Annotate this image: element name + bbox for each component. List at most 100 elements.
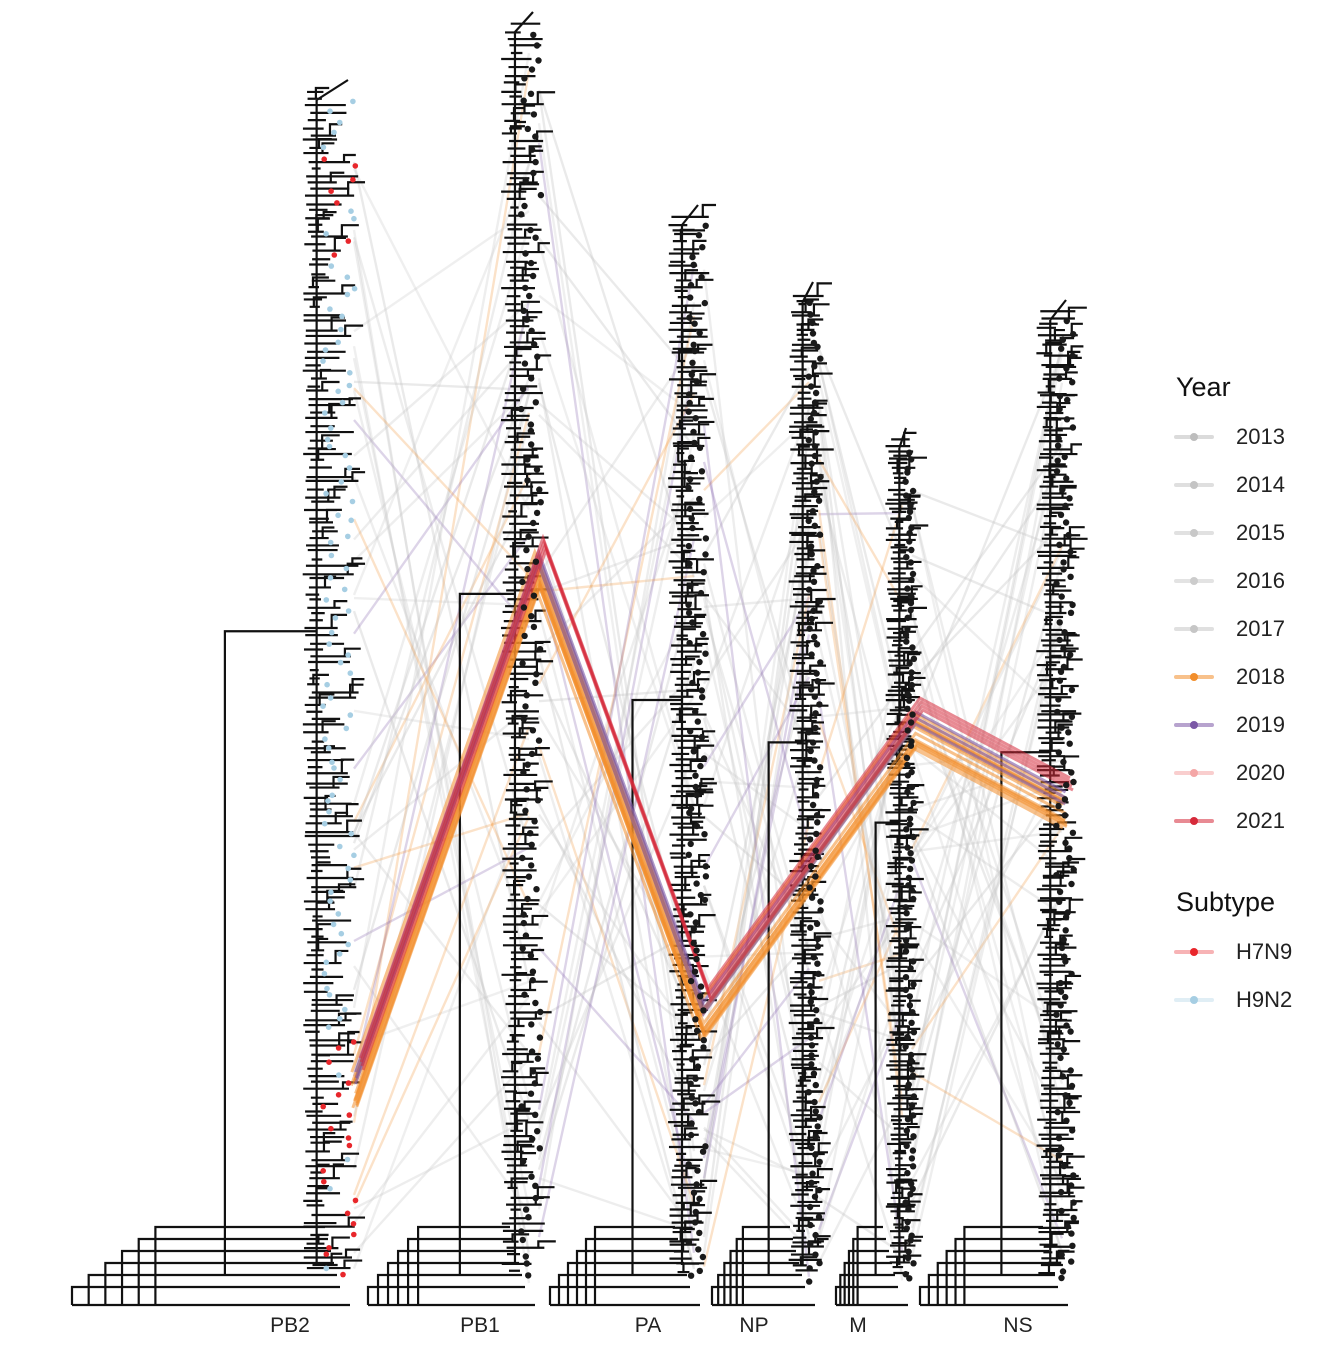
link-2016	[702, 359, 811, 777]
link-2017	[910, 447, 1064, 968]
tip-point	[352, 163, 359, 169]
tip-point	[697, 589, 705, 597]
tip-point	[1069, 829, 1077, 836]
tip-point	[690, 748, 697, 755]
tip-point	[522, 932, 530, 939]
tip-point	[693, 955, 700, 963]
tip-point	[328, 263, 335, 269]
tip-point	[527, 421, 535, 428]
tip-point	[809, 801, 817, 809]
tip-point	[1055, 1152, 1063, 1159]
link-2013	[911, 489, 1063, 550]
tip-point	[348, 517, 355, 524]
link-2016	[817, 896, 904, 1104]
tip-point	[699, 1253, 707, 1261]
tip-point	[1057, 979, 1064, 987]
tip-point	[909, 487, 917, 495]
tip-point	[322, 347, 329, 353]
tip-point	[345, 652, 351, 658]
tip-point	[817, 659, 824, 666]
year-legend-label: 2018	[1236, 664, 1285, 689]
tip-point	[347, 670, 354, 676]
link-2017	[352, 236, 531, 848]
link-2015	[910, 443, 1064, 1159]
link-2013	[911, 523, 1063, 682]
tip-point	[810, 578, 818, 585]
tip-point	[695, 1108, 703, 1116]
tip-point	[902, 948, 910, 955]
tip-point	[528, 146, 536, 153]
tip-point	[810, 607, 817, 614]
tip-point	[807, 543, 815, 550]
tip-point	[534, 797, 542, 804]
tip-point	[536, 1145, 543, 1152]
tip-point	[320, 144, 327, 151]
tip-point	[686, 314, 693, 321]
tip-point	[1060, 936, 1067, 943]
tip-point	[817, 898, 824, 905]
tip-point	[815, 497, 823, 504]
tip-point	[1060, 1162, 1068, 1170]
tip-point	[523, 786, 530, 793]
tip-point	[690, 939, 697, 947]
tip-point	[328, 552, 335, 559]
year-legend-item: 2015	[1172, 509, 1322, 557]
tip-point	[815, 970, 822, 977]
tip-point	[320, 358, 326, 364]
tip-point	[532, 158, 539, 166]
year-legend-label: 2020	[1236, 760, 1285, 785]
tip-point	[534, 353, 541, 360]
tip-point	[534, 1128, 541, 1135]
tip-point	[1056, 375, 1063, 382]
tip-point	[1054, 708, 1061, 716]
tip-point	[808, 651, 815, 658]
tip-point	[910, 833, 917, 841]
tip-point	[906, 697, 913, 704]
tip-point	[811, 399, 819, 406]
tip-point	[1063, 1117, 1070, 1124]
tip-point	[690, 341, 697, 348]
link-2013	[817, 406, 904, 1077]
tip-point	[688, 1056, 696, 1063]
tip-point	[702, 535, 710, 542]
tip-point	[524, 456, 531, 463]
tip-point	[904, 727, 911, 734]
tip-point	[527, 90, 535, 98]
tip-point	[1067, 651, 1074, 658]
tip-point	[528, 1048, 536, 1055]
tip-point	[529, 1068, 537, 1075]
tip-point	[907, 1237, 914, 1244]
tip-point	[521, 75, 528, 82]
year-legend: Year 2013 2014 2015 2016 2017 2018 2019 2020 202…	[1172, 372, 1322, 845]
tip-point	[702, 650, 709, 657]
segment-trees	[70, 11, 1088, 1307]
tip-point	[905, 1248, 912, 1255]
tip-point	[812, 1251, 819, 1258]
link-2014	[702, 885, 811, 1200]
tip-point	[329, 792, 336, 799]
link-2019	[537, 538, 696, 1238]
tip-point	[330, 921, 337, 928]
year-legend-item: 2018	[1172, 653, 1322, 701]
tip-point	[350, 98, 356, 105]
tip-point	[813, 641, 821, 648]
link-2017	[538, 402, 695, 538]
tip-point	[338, 326, 344, 333]
tip-point	[528, 1173, 535, 1180]
link-2014	[538, 342, 695, 576]
tip-point	[701, 299, 708, 307]
tip-point	[909, 711, 916, 718]
link-2016	[352, 229, 531, 1284]
tip-point	[907, 806, 914, 814]
tip-point	[907, 502, 914, 509]
tip-point	[693, 791, 700, 799]
link-2018	[910, 545, 1064, 850]
link-2014	[702, 408, 811, 696]
year-legend-item: 2013	[1172, 413, 1322, 461]
subtype-legend-label: H9N2	[1236, 987, 1293, 1012]
tip-point	[910, 1093, 918, 1100]
tip-point	[1063, 416, 1071, 423]
link-2018	[352, 816, 531, 1205]
tip-point	[903, 1142, 910, 1150]
tip-point	[902, 1043, 909, 1050]
